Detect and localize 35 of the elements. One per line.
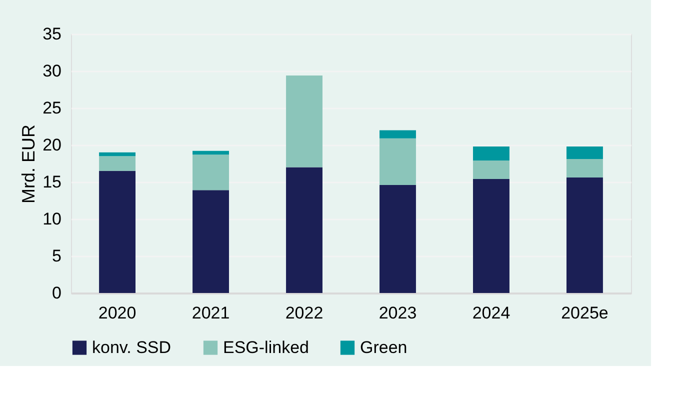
x-tick-label: 2023 bbox=[378, 304, 417, 322]
legend-label: ESG-linked bbox=[223, 338, 309, 357]
x-tick-label: 2024 bbox=[472, 304, 510, 322]
x-tick-label: 2020 bbox=[98, 304, 136, 322]
y-tick-label: 20 bbox=[42, 136, 62, 154]
y-tick-label: 30 bbox=[42, 62, 62, 80]
x-tick-label: 2025e bbox=[561, 304, 608, 322]
bar bbox=[566, 159, 603, 178]
bar bbox=[99, 152, 136, 156]
y-tick-label: 10 bbox=[42, 210, 62, 228]
legend-label: konv. SSD bbox=[92, 338, 172, 357]
bar bbox=[473, 179, 510, 293]
y-tick-label: 0 bbox=[52, 284, 62, 302]
bar bbox=[286, 167, 322, 293]
bar bbox=[473, 146, 510, 161]
y-tick-label: 5 bbox=[52, 246, 62, 266]
bar bbox=[566, 146, 603, 160]
y-tick-label: 15 bbox=[42, 172, 62, 192]
bar bbox=[192, 150, 229, 155]
bar bbox=[286, 75, 322, 168]
bar bbox=[473, 160, 510, 180]
x-tick-label: 2021 bbox=[192, 304, 230, 322]
bar bbox=[192, 190, 229, 293]
legend-label: Green bbox=[360, 338, 408, 357]
y-tick-label: 25 bbox=[42, 98, 62, 118]
bar bbox=[380, 130, 416, 138]
bar bbox=[380, 184, 416, 293]
y-axis-title: Mrd. EUR bbox=[18, 124, 39, 204]
bar bbox=[192, 154, 229, 190]
x-tick-label: 2022 bbox=[285, 304, 324, 322]
bar bbox=[566, 178, 603, 293]
bar bbox=[99, 156, 136, 171]
bar bbox=[99, 170, 136, 293]
y-tick-label: 35 bbox=[42, 24, 62, 44]
bar bbox=[380, 138, 416, 185]
